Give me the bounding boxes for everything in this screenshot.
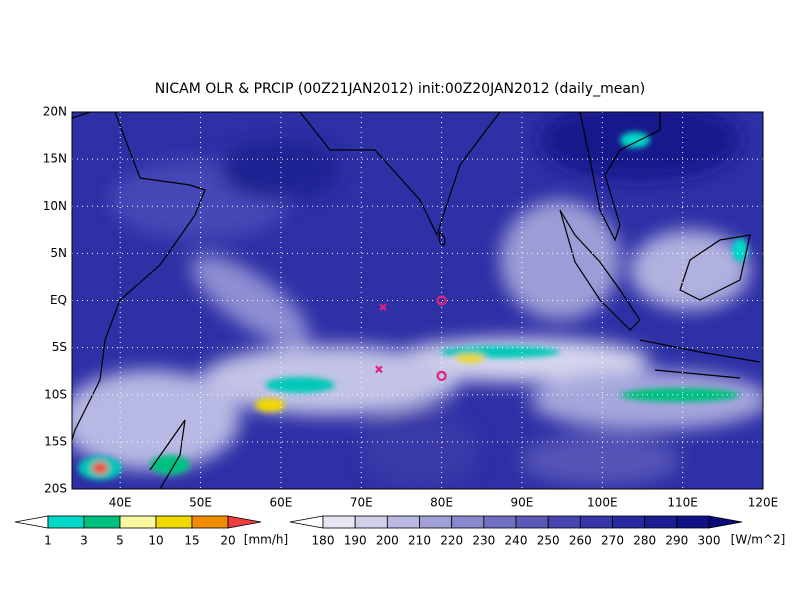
y-tick-label: 15S: [44, 434, 67, 448]
colorbar-label: 190: [344, 534, 367, 548]
colorbar-segment: [155, 515, 193, 529]
olr-colorbar: 180 190 200 210 220 230 240 250 260 270 280 290 300 […: [289, 515, 786, 548]
colorbar-segment: [322, 515, 356, 529]
marker-circle: [436, 370, 447, 381]
markers: [375, 295, 447, 381]
colorbar-label: 280: [633, 534, 656, 548]
grid: [72, 111, 764, 490]
colorbar-segment: [419, 515, 453, 529]
y-tick-label: 5S: [52, 340, 67, 354]
colorbar-segment: [119, 515, 157, 529]
colorbar-segment: [644, 515, 678, 529]
colorbar-label: 240: [505, 534, 528, 548]
x-tick-label: 40E: [109, 496, 132, 510]
colorbar-unit: [mm/h]: [244, 533, 288, 547]
y-tick-label: 20S: [44, 482, 67, 496]
colorbar-label: 5: [116, 534, 124, 548]
colorbar-label: 3: [80, 534, 88, 548]
colorbar-label: 290: [665, 534, 688, 548]
precip-colorbar: 1 3 5 10 15 20 [mm/h]: [14, 515, 288, 548]
marker-cross: [375, 365, 383, 374]
colorbar-unit: [W/m^2]: [731, 533, 786, 547]
colorbar-segment: [579, 515, 613, 529]
colorbar-label: 200: [376, 534, 399, 548]
y-tick-label: 20N: [43, 105, 67, 119]
colorbar-label: 1: [44, 534, 52, 548]
colorbar-label: 220: [440, 534, 463, 548]
colorbar-label: 180: [312, 534, 335, 548]
colorbar-segment: [483, 515, 517, 529]
colorbar-label: 230: [472, 534, 495, 548]
y-tick-label: 10S: [44, 387, 67, 401]
colorbar-segment: [47, 515, 85, 529]
colorbar-label: 250: [537, 534, 560, 548]
map-frame: [71, 111, 764, 490]
x-tick-label: 70E: [350, 496, 373, 510]
colorbar-label: 15: [184, 534, 199, 548]
x-tick-label: 60E: [269, 496, 292, 510]
y-tick-label: 5N: [50, 246, 67, 260]
colorbar-segment: [515, 515, 549, 529]
colorbar-label: 260: [569, 534, 592, 548]
colorbar-over: [708, 515, 743, 529]
colorbar-label: 210: [408, 534, 431, 548]
colorbar-segment: [612, 515, 646, 529]
marker-cross: [379, 303, 387, 311]
x-tick-label: 120E: [748, 496, 779, 510]
colorbar-label: 20: [220, 534, 235, 548]
title: NICAM OLR & PRCIP (00Z21JAN2012) init:00…: [155, 81, 646, 97]
colorbar-segment: [354, 515, 388, 529]
colorbar-segment: [676, 515, 710, 529]
colorbar-label: 270: [601, 534, 624, 548]
colorbar-under: [14, 515, 49, 529]
y-tick-label: 10N: [43, 199, 67, 213]
map-field: [72, 112, 763, 489]
marker-circle: [436, 295, 447, 306]
x-tick-label: 110E: [667, 496, 698, 510]
colorbar-under: [289, 515, 324, 529]
x-tick-label: 80E: [430, 496, 453, 510]
x-tick-label: 90E: [511, 496, 534, 510]
colorbar-segment: [191, 515, 229, 529]
x-tick-label: 50E: [189, 496, 212, 510]
y-tick-label: EQ: [50, 293, 67, 307]
colorbar-over: [227, 515, 262, 529]
y-tick-label: 15N: [43, 152, 67, 166]
colorbar-segment: [386, 515, 420, 529]
colorbar-segment: [547, 515, 581, 529]
colorbar-segment: [451, 515, 485, 529]
colorbar-segment: [83, 515, 121, 529]
colorbar-label: 300: [698, 534, 721, 548]
x-tick-label: 100E: [587, 496, 618, 510]
colorbar-label: 10: [148, 534, 163, 548]
axis-labels: 40E 50E 60E 70E 80E 90E 100E 110E 120E 20N 15N 10N 5…: [43, 105, 779, 510]
